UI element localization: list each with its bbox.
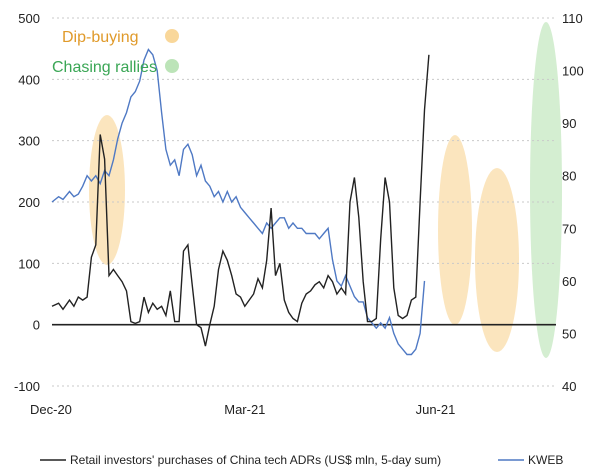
right-tick-label: 100: [562, 64, 584, 79]
annotation-chasing-rallies: Chasing rallies: [52, 59, 179, 76]
right-axis-ticks: 40 50 60 70 80 90 100 110: [562, 11, 584, 394]
x-axis-ticks: Dec-20 Mar-21 Jun-21: [30, 402, 455, 417]
right-tick-label: 40: [562, 379, 576, 394]
right-tick-label: 80: [562, 169, 576, 184]
left-tick-label: 200: [18, 195, 40, 210]
x-tick-label: Dec-20: [30, 402, 72, 417]
left-tick-label: 100: [18, 256, 40, 271]
dip-buying-oval-3: [475, 168, 519, 352]
gridlines: [52, 17, 556, 387]
chasing-rallies-oval: [530, 22, 562, 358]
right-tick-label: 90: [562, 116, 576, 131]
dip-buying-oval-1: [89, 115, 125, 265]
left-tick-label: 0: [33, 318, 40, 333]
right-tick-label: 110: [562, 11, 583, 26]
left-tick-label: 500: [18, 11, 40, 26]
annotation-marker-chasing: [165, 59, 179, 73]
left-tick-label: -100: [14, 379, 40, 394]
annotation-label: Dip-buying: [62, 29, 138, 46]
annotation-marker-dip: [165, 29, 179, 43]
legend-label-retail: Retail investors' purchases of China tec…: [70, 453, 441, 467]
annotation-label: Chasing rallies: [52, 59, 157, 76]
right-tick-label: 60: [562, 274, 576, 289]
legend: Retail investors' purchases of China tec…: [40, 453, 563, 467]
series-line-kweb: [51, 48, 426, 356]
right-tick-label: 70: [562, 221, 576, 236]
left-axis-ticks: -100 0 100 200 300 400 500: [14, 11, 40, 394]
dip-buying-oval-2: [438, 135, 472, 325]
left-tick-label: 400: [18, 72, 40, 87]
left-tick-label: 300: [18, 134, 40, 149]
legend-label-kweb: KWEB: [528, 453, 563, 467]
series-line-retail-purchases: [51, 54, 430, 347]
x-tick-label: Mar-21: [224, 402, 265, 417]
highlight-ovals: [89, 22, 562, 358]
x-tick-label: Jun-21: [416, 402, 456, 417]
right-tick-label: 50: [562, 326, 576, 341]
annotation-dip-buying: Dip-buying: [62, 29, 179, 46]
